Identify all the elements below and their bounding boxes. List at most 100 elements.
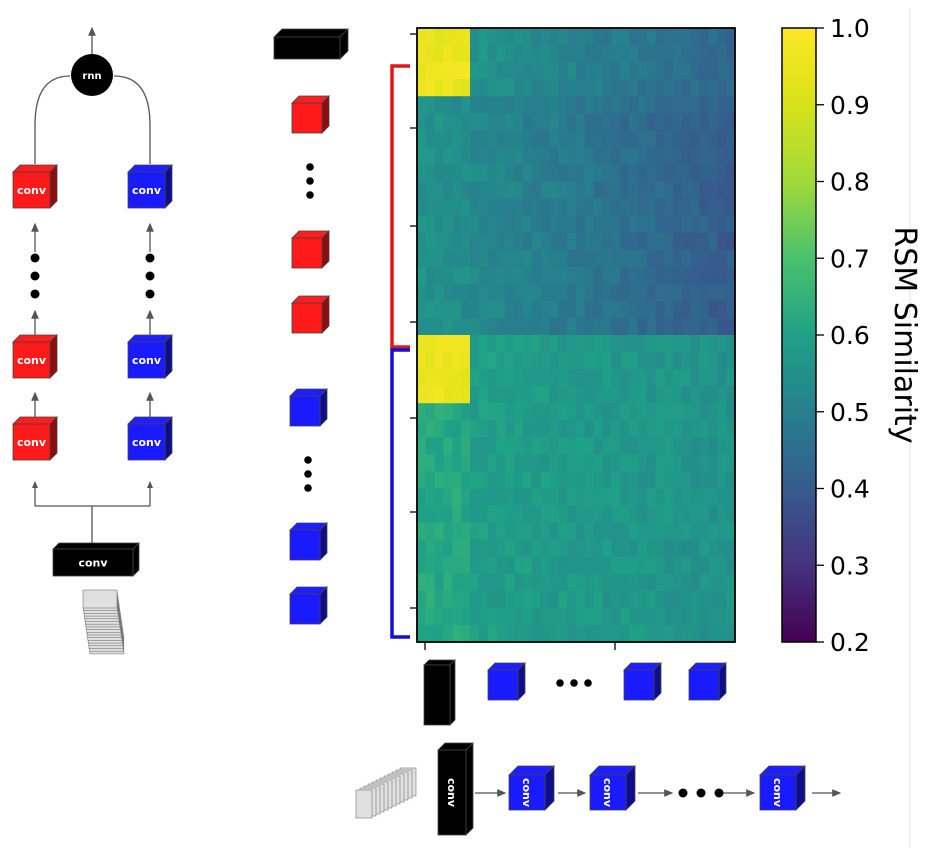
- heatmap-cell: [637, 505, 648, 524]
- heatmap-cell: [629, 28, 639, 46]
- heatmap-cell: [690, 607, 701, 626]
- heatmap-cell: [549, 403, 559, 421]
- heatmap-cell: [655, 386, 665, 404]
- heatmap-cell: [417, 181, 427, 199]
- heatmap-cell: [549, 215, 559, 234]
- heatmap-cell: [682, 96, 692, 114]
- heatmap-cell: [664, 454, 674, 472]
- heatmap-cell: [425, 403, 436, 421]
- heatmap-cell: [655, 624, 665, 643]
- heatmap-cell: [549, 369, 559, 387]
- heatmap-cell: [531, 352, 542, 370]
- heatmap-cell: [478, 215, 489, 234]
- heatmap-cell: [576, 28, 586, 46]
- heatmap-cell: [699, 335, 709, 353]
- heatmap-cell: [646, 62, 656, 80]
- heatmap-cell: [549, 352, 559, 370]
- heatmap-cell: [487, 62, 497, 80]
- heatmap-cell: [620, 28, 630, 46]
- heatmap-cell: [549, 198, 559, 217]
- heatmap-cell: [478, 369, 489, 387]
- heatmap-cell: [505, 488, 515, 506]
- heatmap-cell: [558, 556, 568, 575]
- heatmap-cell: [708, 352, 718, 370]
- heatmap-cell: [505, 471, 515, 489]
- heatmap-cell: [602, 607, 612, 626]
- heatmap-cell: [717, 624, 727, 643]
- heatmap-cell: [434, 454, 444, 472]
- heatmap-cell: [417, 624, 427, 643]
- heatmap-cell: [443, 403, 453, 421]
- heatmap-cell: [690, 232, 701, 251]
- heatmap-cell: [576, 505, 586, 524]
- heatmap-cell: [726, 454, 736, 472]
- heatmap-cell: [673, 147, 683, 165]
- heatmap-cell: [726, 386, 736, 404]
- heatmap-cell: [637, 300, 648, 319]
- heatmap-cell: [584, 590, 595, 609]
- heatmap-cell: [717, 488, 727, 506]
- heatmap-cell: [637, 454, 648, 472]
- heatmap-cell: [470, 62, 480, 80]
- heatmap-cell: [478, 96, 489, 114]
- heatmap-cell: [505, 573, 515, 592]
- heatmap-cell: [443, 266, 453, 285]
- heatmap-cell: [567, 28, 577, 46]
- heatmap-cell: [576, 317, 586, 336]
- heatmap-cell: [708, 181, 718, 199]
- heatmap-cell: [611, 249, 621, 268]
- heatmap-cell: [699, 113, 709, 131]
- heatmap-cell: [487, 522, 497, 541]
- heatmap-cell: [567, 62, 577, 80]
- heatmap-cell: [673, 164, 683, 182]
- heatmap-cell: [708, 624, 718, 643]
- heatmap-cell: [629, 624, 639, 643]
- heatmap-cell: [470, 147, 480, 165]
- heatmap-cell: [470, 573, 480, 592]
- heatmap-cell: [425, 181, 436, 199]
- heatmap-cell: [417, 317, 427, 336]
- heatmap-cell: [514, 539, 524, 558]
- heatmap-cell: [637, 28, 648, 46]
- heatmap-cell: [478, 556, 489, 575]
- heatmap-cell: [611, 164, 621, 182]
- heatmap-cell: [629, 317, 639, 336]
- heatmap-cell: [478, 62, 489, 80]
- heatmap-cell: [531, 113, 542, 131]
- heatmap-cell: [478, 471, 489, 489]
- heatmap-cell: [417, 198, 427, 217]
- heatmap-cell: [593, 300, 603, 319]
- heatmap-cell: [646, 79, 656, 97]
- heatmap-cell: [470, 79, 480, 97]
- heatmap-cell: [646, 454, 656, 472]
- heatmap-cell: [717, 79, 727, 97]
- heatmap-cell: [664, 283, 674, 302]
- heatmap-cell: [452, 420, 462, 438]
- heatmap-cell: [461, 403, 471, 421]
- column-ellipsis-dots: [556, 679, 592, 687]
- heatmap-cell: [576, 386, 586, 404]
- heatmap-cell: [461, 164, 471, 182]
- heatmap-cell: [584, 198, 595, 217]
- heatmap-cell: [461, 113, 471, 131]
- heatmap-cell: [452, 266, 462, 285]
- heatmap-cell: [461, 573, 471, 592]
- heatmap-cell: [496, 266, 506, 285]
- heatmap-cell: [567, 420, 577, 438]
- heatmap-cell: [576, 164, 586, 182]
- heatmap-cell: [434, 437, 444, 455]
- heatmap-cell: [629, 232, 639, 251]
- heatmap-cell: [523, 539, 533, 558]
- heatmap-cell: [425, 62, 436, 80]
- heatmap-cell: [629, 181, 639, 199]
- heatmap-cell: [726, 283, 736, 302]
- heatmap-cell: [576, 454, 586, 472]
- heatmap-cell: [558, 488, 568, 506]
- heatmap-cell: [646, 147, 656, 165]
- heatmap-cell: [673, 556, 683, 575]
- row-icon-blue: [289, 522, 328, 561]
- heatmap-cell: [673, 62, 683, 80]
- heatmap-cell: [602, 266, 612, 285]
- heatmap-cell: [708, 79, 718, 97]
- heatmap-cell: [487, 369, 497, 387]
